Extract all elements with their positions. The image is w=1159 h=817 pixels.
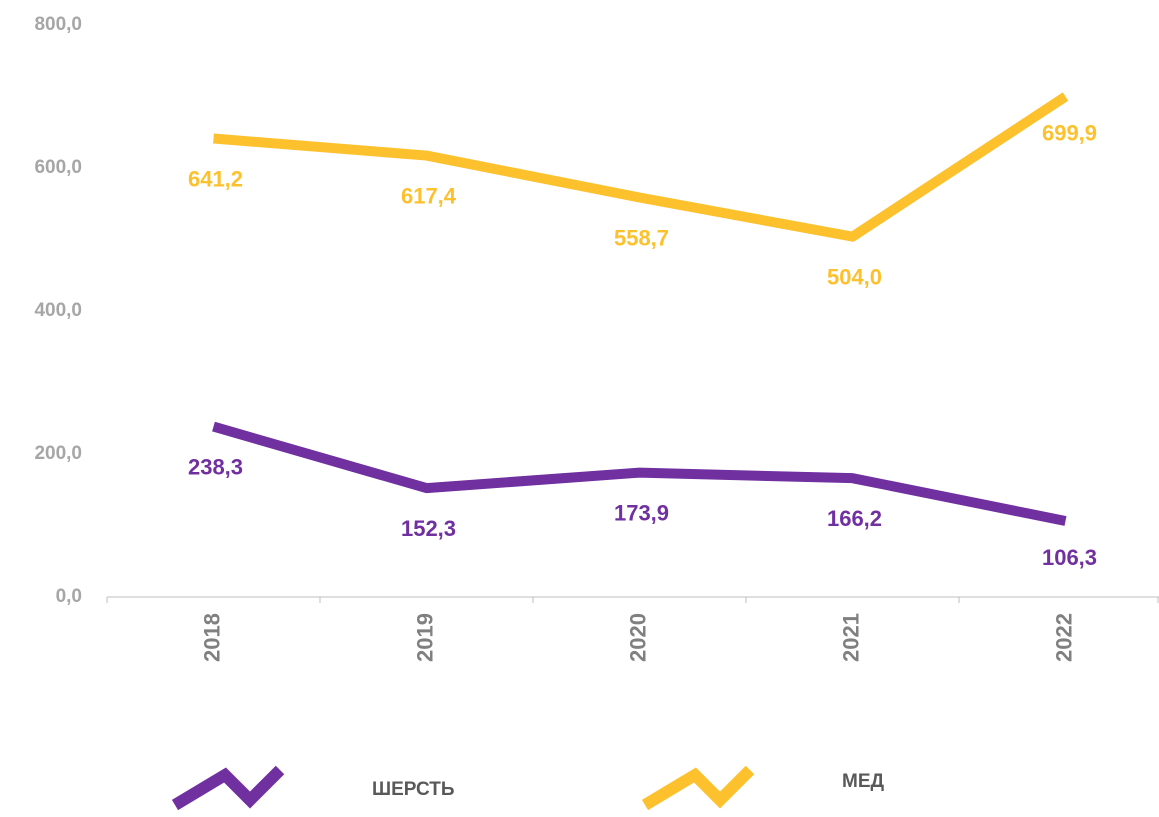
line xyxy=(212,421,1067,526)
data-label: 173,9 xyxy=(614,500,669,525)
x-tick-label: 2020 xyxy=(625,613,650,662)
legend-swatch xyxy=(641,765,755,811)
data-label: 106,3 xyxy=(1042,545,1097,570)
y-tick-label: 0,0 xyxy=(56,586,82,607)
data-label: 699,9 xyxy=(1042,120,1097,145)
x-tick-label: 2022 xyxy=(1051,613,1076,662)
legend-label: ШЕРСТЬ xyxy=(372,779,454,800)
data-label: 617,4 xyxy=(401,183,457,208)
line xyxy=(213,92,1069,242)
y-tick-label: 600,0 xyxy=(34,157,82,178)
legend-label: МЕД xyxy=(842,771,885,792)
x-tick-label: 2021 xyxy=(838,613,863,662)
data-label: 166,2 xyxy=(827,506,882,531)
legend-swatch xyxy=(171,765,285,811)
x-tick-label: 2018 xyxy=(199,613,224,662)
x-tick-label: 2019 xyxy=(412,613,437,662)
data-label: 238,3 xyxy=(188,454,243,479)
data-label: 641,2 xyxy=(188,166,243,191)
y-tick-label: 400,0 xyxy=(34,300,82,321)
data-label: 558,7 xyxy=(614,225,669,250)
y-tick-label: 200,0 xyxy=(34,443,82,464)
data-label: 504,0 xyxy=(827,264,882,289)
data-label: 152,3 xyxy=(401,516,456,541)
y-tick-label: 800,0 xyxy=(34,14,82,35)
